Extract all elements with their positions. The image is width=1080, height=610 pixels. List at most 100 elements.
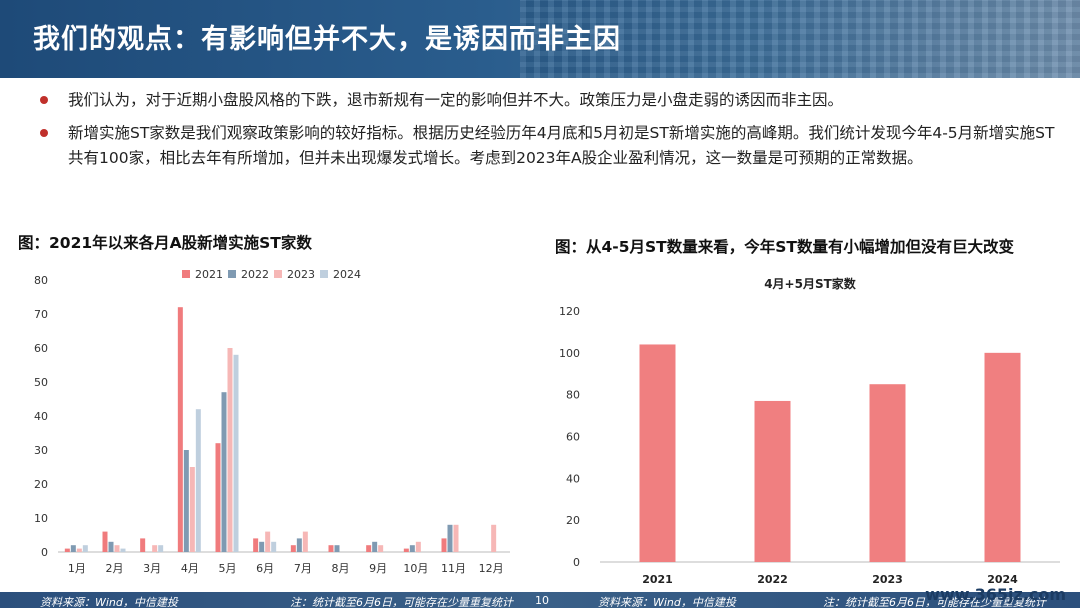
x-tick-label: 4月 <box>181 562 199 575</box>
bar-2022 <box>754 400 791 562</box>
y-tick-label: 0 <box>41 546 48 559</box>
bar-2023 <box>869 384 906 562</box>
y-tick-label: 50 <box>34 376 48 389</box>
y-tick-label: 30 <box>34 444 48 457</box>
bar-2022-2月 <box>108 541 114 552</box>
left-figure-title: 图：2021年以来各月A股新增实施ST家数 <box>18 234 312 252</box>
bar-2021-2月 <box>102 531 108 552</box>
bar-2021-9月 <box>366 545 372 552</box>
note-right: 注：统计截至6月6日，可能存在少量重复统计 <box>823 596 1046 609</box>
x-tick-label: 6月 <box>256 562 274 575</box>
x-tick-label: 7月 <box>294 562 312 575</box>
watermark: www.365jz.com <box>925 585 1066 604</box>
bar-2022-5月 <box>221 392 227 552</box>
legend-swatch-2023 <box>274 270 282 278</box>
y-tick-label: 80 <box>34 274 48 287</box>
y-tick-label: 20 <box>34 478 48 491</box>
right-figure-title: 图：从4-5月ST数量来看，今年ST数量有小幅增加但没有巨大改变 <box>555 238 1014 256</box>
bar-2022-11月 <box>447 524 453 552</box>
bar-2021-11月 <box>441 538 447 552</box>
bar-2023-3月 <box>152 545 158 552</box>
y-tick-label: 120 <box>559 305 580 318</box>
bar-2024-4月 <box>195 409 201 552</box>
page-number: 10 <box>535 594 549 607</box>
bar-2024 <box>984 352 1021 562</box>
legend-swatch-2021 <box>182 270 190 278</box>
y-tick-label: 70 <box>34 308 48 321</box>
bullet-item: 我们认为，对于近期小盘股风格的下跌，退市新规有一定的影响但并不大。政策压力是小盘… <box>38 88 1058 113</box>
bar-2021-4月 <box>177 307 183 552</box>
bar-2024-2月 <box>120 548 126 552</box>
bar-2024-1月 <box>82 545 88 552</box>
legend-label-2024: 2024 <box>333 268 361 281</box>
legend-swatch-2024 <box>320 270 328 278</box>
bar-2023-10月 <box>415 541 421 552</box>
bar-2023-4月 <box>189 467 195 552</box>
bar-2021-1月 <box>64 548 70 552</box>
page-title: 我们的观点：有影响但并不大，是诱因而非主因 <box>33 24 621 55</box>
bar-2022-4月 <box>183 450 189 552</box>
legend-label-2023: 2023 <box>287 268 315 281</box>
x-tick-label: 5月 <box>219 562 237 575</box>
bar-2021-10月 <box>403 548 409 552</box>
monthly-st-bar-chart: 0 10 20 30 40 50 60 70 80 1月 2月 3月 4月 5月 6月 7月 8月 9月 10月 11… <box>34 268 510 575</box>
bar-2021-7月 <box>290 545 296 552</box>
bar-2023-5月 <box>227 348 233 552</box>
title-bar-texture <box>520 0 1080 78</box>
y-tick-label: 60 <box>34 342 48 355</box>
bullet-dot-icon <box>40 96 48 104</box>
x-tick-label: 8月 <box>332 562 350 575</box>
title-bar: 我们的观点：有影响但并不大，是诱因而非主因 <box>0 0 1080 78</box>
bar-2024-5月 <box>233 354 239 552</box>
x-tick-label: 12月 <box>479 562 504 575</box>
x-tick-label: 3月 <box>143 562 161 575</box>
y-tick-label: 20 <box>566 514 580 527</box>
source-right: 资料来源：Wind，中信建投 <box>598 596 736 609</box>
bar-2023-2月 <box>114 545 120 552</box>
y-tick-label: 60 <box>566 431 580 444</box>
x-tick-label: 2月 <box>106 562 124 575</box>
bullet-dot-icon <box>40 129 48 137</box>
legend-swatch-2022 <box>228 270 236 278</box>
bar-2021-6月 <box>253 538 259 552</box>
bullet-text: 新增实施ST家数是我们观察政策影响的较好指标。根据历史经验历年4月底和5月初是S… <box>68 124 1055 167</box>
bar-2023-6月 <box>265 531 271 552</box>
bar-2022-7月 <box>296 538 302 552</box>
y-tick-label: 0 <box>573 556 580 569</box>
x-tick-label: 11月 <box>441 562 466 575</box>
x-tick-label: 1月 <box>68 562 86 575</box>
yearly-st-bar-chart: 4月+5月ST家数 0 20 40 60 80 100 120 2021 2022 2023 2024 <box>559 276 1060 586</box>
bar-2021 <box>639 344 676 562</box>
x-tick-label: 9月 <box>369 562 387 575</box>
bar-2023-9月 <box>378 545 384 552</box>
bar-2023-12月 <box>491 524 497 552</box>
bar-2023-7月 <box>302 531 308 552</box>
y-tick-label: 40 <box>34 410 48 423</box>
y-tick-label: 40 <box>566 472 580 485</box>
bar-2021-3月 <box>140 538 146 552</box>
bar-2021-8月 <box>328 545 334 552</box>
x-tick-label: 10月 <box>403 562 428 575</box>
source-left: 资料来源：Wind，中信建投 <box>40 596 178 609</box>
y-tick-label: 100 <box>559 347 580 360</box>
x-tick-label: 2023 <box>872 573 903 586</box>
bar-2023-11月 <box>453 524 459 552</box>
chart-title: 4月+5月ST家数 <box>764 276 857 291</box>
bar-2022-6月 <box>259 541 265 552</box>
x-tick-label: 2021 <box>642 573 673 586</box>
x-tick-label: 2024 <box>987 573 1018 586</box>
bullet-list: 我们认为，对于近期小盘股风格的下跌，退市新规有一定的影响但并不大。政策压力是小盘… <box>38 88 1058 179</box>
legend-label-2022: 2022 <box>241 268 269 281</box>
note-left: 注：统计截至6月6日，可能存在少量重复统计 <box>290 596 513 609</box>
y-tick-label: 80 <box>566 389 580 402</box>
bar-2022-1月 <box>70 545 76 552</box>
legend-label-2021: 2021 <box>195 268 223 281</box>
bar-2023-1月 <box>76 548 82 552</box>
bar-2024-6月 <box>271 541 277 552</box>
bar-2021-5月 <box>215 443 221 552</box>
x-tick-label: 2022 <box>757 573 788 586</box>
footer-bar <box>0 592 1080 608</box>
bar-2022-9月 <box>372 541 378 552</box>
bar-2022-8月 <box>334 545 340 552</box>
bar-2022-10月 <box>409 545 415 552</box>
